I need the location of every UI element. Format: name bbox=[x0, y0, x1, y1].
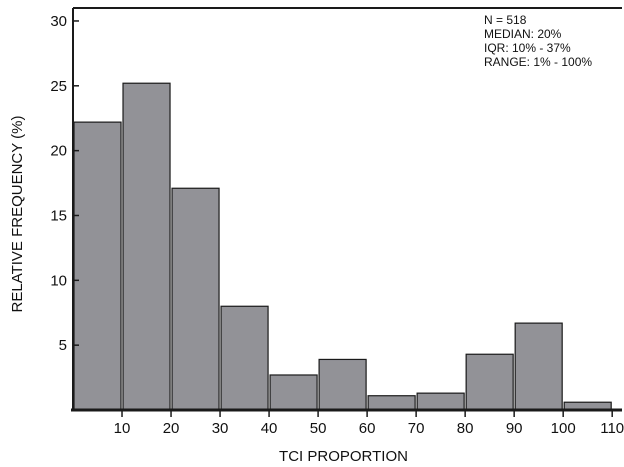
x-tick-label-40: 40 bbox=[261, 420, 278, 437]
bar-10-20 bbox=[122, 82, 171, 411]
x-tick-label-10: 10 bbox=[114, 420, 131, 437]
y-tick-label-20: 20 bbox=[50, 143, 67, 160]
bar-90-100 bbox=[514, 322, 563, 411]
x-axis-title: TCI PROPORTION bbox=[279, 448, 408, 465]
y-axis-title: RELATIVE FREQUENCY (%) bbox=[9, 116, 26, 313]
y-ticks-group: 5 10 15 20 25 30 bbox=[50, 13, 79, 354]
x-tick-label-80: 80 bbox=[457, 420, 474, 437]
bar-60-70 bbox=[367, 395, 416, 411]
bar-30-40 bbox=[220, 305, 269, 411]
stat-line-median: MEDIAN: 20% bbox=[484, 27, 562, 41]
stats-annotation: N = 518 MEDIAN: 20% IQR: 10% - 37% RANGE… bbox=[484, 13, 592, 69]
x-tick-label-100: 100 bbox=[551, 420, 576, 437]
y-tick-label-30: 30 bbox=[50, 13, 67, 30]
x-tick-label-60: 60 bbox=[359, 420, 376, 437]
bar-0-10 bbox=[73, 121, 122, 411]
x-tick-label-110: 110 bbox=[600, 420, 624, 437]
y-tick-label-10: 10 bbox=[50, 272, 67, 289]
y-tick-label-15: 15 bbox=[50, 207, 67, 224]
x-tick-label-50: 50 bbox=[310, 420, 327, 437]
x-tick-label-70: 70 bbox=[408, 420, 425, 437]
x-tick-label-90: 90 bbox=[506, 420, 523, 437]
y-tick-label-5: 5 bbox=[59, 337, 67, 354]
axes-group bbox=[71, 7, 622, 412]
bar-20-30 bbox=[171, 187, 220, 411]
stat-line-range: RANGE: 1% - 100% bbox=[484, 55, 592, 69]
bar-80-90 bbox=[465, 353, 514, 411]
stat-line-iqr: IQR: 10% - 37% bbox=[484, 41, 571, 55]
bar-40-50 bbox=[269, 374, 318, 411]
stat-line-n: N = 518 bbox=[484, 13, 527, 27]
bars-group bbox=[73, 82, 612, 411]
x-ticks-group: 10 20 30 40 50 60 70 80 90 100 110 bbox=[114, 410, 624, 437]
bar-70-80 bbox=[416, 392, 465, 411]
bar-50-60 bbox=[318, 358, 367, 411]
y-tick-label-25: 25 bbox=[50, 78, 67, 95]
x-tick-label-30: 30 bbox=[212, 420, 229, 437]
x-tick-label-20: 20 bbox=[163, 420, 180, 437]
